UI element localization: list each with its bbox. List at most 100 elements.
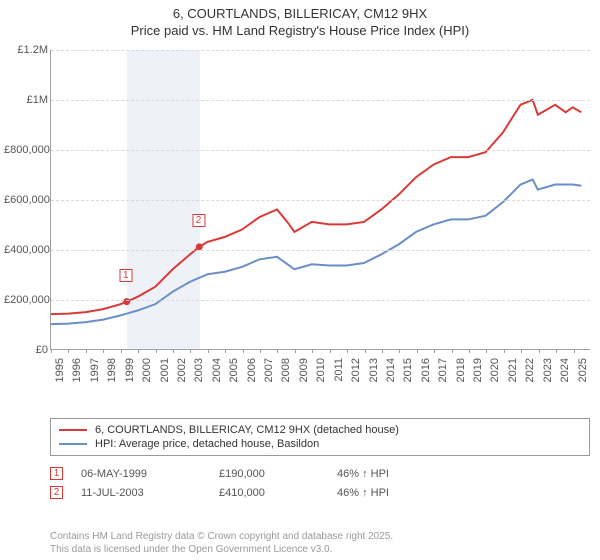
x-tick (312, 349, 313, 353)
series-line (51, 100, 581, 314)
gridline (51, 50, 590, 51)
sale-record-delta: 46% ↑ HPI (337, 487, 437, 499)
gridline (51, 150, 590, 151)
legend-and-trades: 6, COURTLANDS, BILLERICAY, CM12 9HX (det… (50, 418, 590, 502)
y-axis-label: £200,000 (4, 294, 48, 306)
x-axis-label: 1998 (106, 358, 118, 382)
x-tick (68, 349, 69, 353)
x-axis-label: 2002 (176, 358, 188, 382)
x-tick (225, 349, 226, 353)
y-axis-label: £1.2M (4, 44, 48, 56)
title-line-1: 6, COURTLANDS, BILLERICAY, CM12 9HX (0, 6, 600, 23)
legend-box: 6, COURTLANDS, BILLERICAY, CM12 9HX (det… (50, 418, 590, 456)
legend-item: HPI: Average price, detached house, Basi… (59, 437, 581, 451)
x-axis-label: 1999 (124, 358, 136, 382)
sale-records: 1 06-MAY-1999 £190,000 46% ↑ HPI 2 11-JUL-200… (50, 464, 590, 502)
y-axis-label: £1M (4, 94, 48, 106)
gridline (51, 250, 590, 251)
x-tick (486, 349, 487, 353)
x-axis-label: 2003 (193, 358, 205, 382)
y-axis-label: £0 (4, 344, 48, 356)
legend-label: HPI: Average price, detached house, Basi… (95, 438, 319, 450)
x-axis-label: 2010 (315, 358, 327, 382)
x-axis-label: 2001 (159, 358, 171, 382)
x-tick (382, 349, 383, 353)
sale-record-row: 1 06-MAY-1999 £190,000 46% ↑ HPI (50, 464, 590, 483)
y-axis-label: £400,000 (4, 244, 48, 256)
x-axis-label: 2025 (577, 358, 589, 382)
x-tick (295, 349, 296, 353)
footer-attribution: Contains HM Land Registry data © Crown c… (50, 531, 590, 556)
x-tick (469, 349, 470, 353)
x-tick (504, 349, 505, 353)
x-axis-label: 2007 (263, 358, 275, 382)
legend-swatch (59, 429, 87, 431)
gridline (51, 300, 590, 301)
sale-record-price: £410,000 (219, 487, 319, 499)
x-axis-label: 2005 (228, 358, 240, 382)
x-tick (434, 349, 435, 353)
chart-container: £0 £200,000 £400,000 £600,000 £800,000 £1M £1.… (0, 44, 600, 414)
x-axis-label: 2022 (524, 358, 536, 382)
title-line-2: Price paid vs. HM Land Registry's House … (0, 23, 600, 40)
x-tick (138, 349, 139, 353)
legend-label: 6, COURTLANDS, BILLERICAY, CM12 9HX (det… (95, 424, 399, 436)
x-axis-label: 2023 (542, 358, 554, 382)
sale-record-row: 2 11-JUL-2003 £410,000 46% ↑ HPI (50, 483, 590, 502)
x-axis-label: 2015 (402, 358, 414, 382)
x-axis-label: 1997 (89, 358, 101, 382)
x-axis-label: 2018 (455, 358, 467, 382)
x-axis-label: 2014 (385, 358, 397, 382)
x-tick (243, 349, 244, 353)
legend-swatch (59, 443, 87, 445)
legend-item: 6, COURTLANDS, BILLERICAY, CM12 9HX (det… (59, 423, 581, 437)
sale-record-marker: 1 (50, 467, 63, 480)
x-axis-label: 2011 (333, 358, 345, 382)
x-tick (539, 349, 540, 353)
y-axis-label: £800,000 (4, 144, 48, 156)
x-tick (173, 349, 174, 353)
x-axis-label: 2019 (472, 358, 484, 382)
sale-record-price: £190,000 (219, 468, 319, 480)
series-line (51, 180, 581, 325)
x-axis-label: 2016 (420, 358, 432, 382)
x-tick (260, 349, 261, 353)
plot-area (50, 50, 590, 350)
x-tick (86, 349, 87, 353)
sale-record-date: 06-MAY-1999 (81, 468, 201, 480)
x-tick (330, 349, 331, 353)
x-tick (51, 349, 52, 353)
x-axis-label: 2020 (489, 358, 501, 382)
x-tick (417, 349, 418, 353)
x-axis-label: 1995 (54, 358, 66, 382)
sale-record-marker: 2 (50, 486, 63, 499)
gridline (51, 100, 590, 101)
sale-record-date: 11-JUL-2003 (81, 487, 201, 499)
y-axis-label: £600,000 (4, 194, 48, 206)
sale-marker-label: 2 (192, 214, 205, 227)
x-tick (103, 349, 104, 353)
footer-line-1: Contains HM Land Registry data © Crown c… (50, 531, 590, 544)
x-tick (521, 349, 522, 353)
x-axis-label: 2009 (298, 358, 310, 382)
x-tick (452, 349, 453, 353)
x-tick (365, 349, 366, 353)
x-tick (399, 349, 400, 353)
chart-title: 6, COURTLANDS, BILLERICAY, CM12 9HX Pric… (0, 0, 600, 40)
x-tick (156, 349, 157, 353)
x-tick (208, 349, 209, 353)
x-axis-label: 2008 (280, 358, 292, 382)
x-axis-label: 2012 (350, 358, 362, 382)
x-axis-label: 2000 (141, 358, 153, 382)
x-axis-label: 2021 (507, 358, 519, 382)
x-tick (556, 349, 557, 353)
x-tick (574, 349, 575, 353)
x-axis-label: 2013 (368, 358, 380, 382)
x-tick (277, 349, 278, 353)
x-axis-label: 2004 (211, 358, 223, 382)
x-tick (190, 349, 191, 353)
footer-line-2: This data is licensed under the Open Gov… (50, 544, 590, 557)
x-axis-label: 2006 (246, 358, 258, 382)
sale-record-delta: 46% ↑ HPI (337, 468, 437, 480)
sale-marker-label: 1 (119, 269, 132, 282)
